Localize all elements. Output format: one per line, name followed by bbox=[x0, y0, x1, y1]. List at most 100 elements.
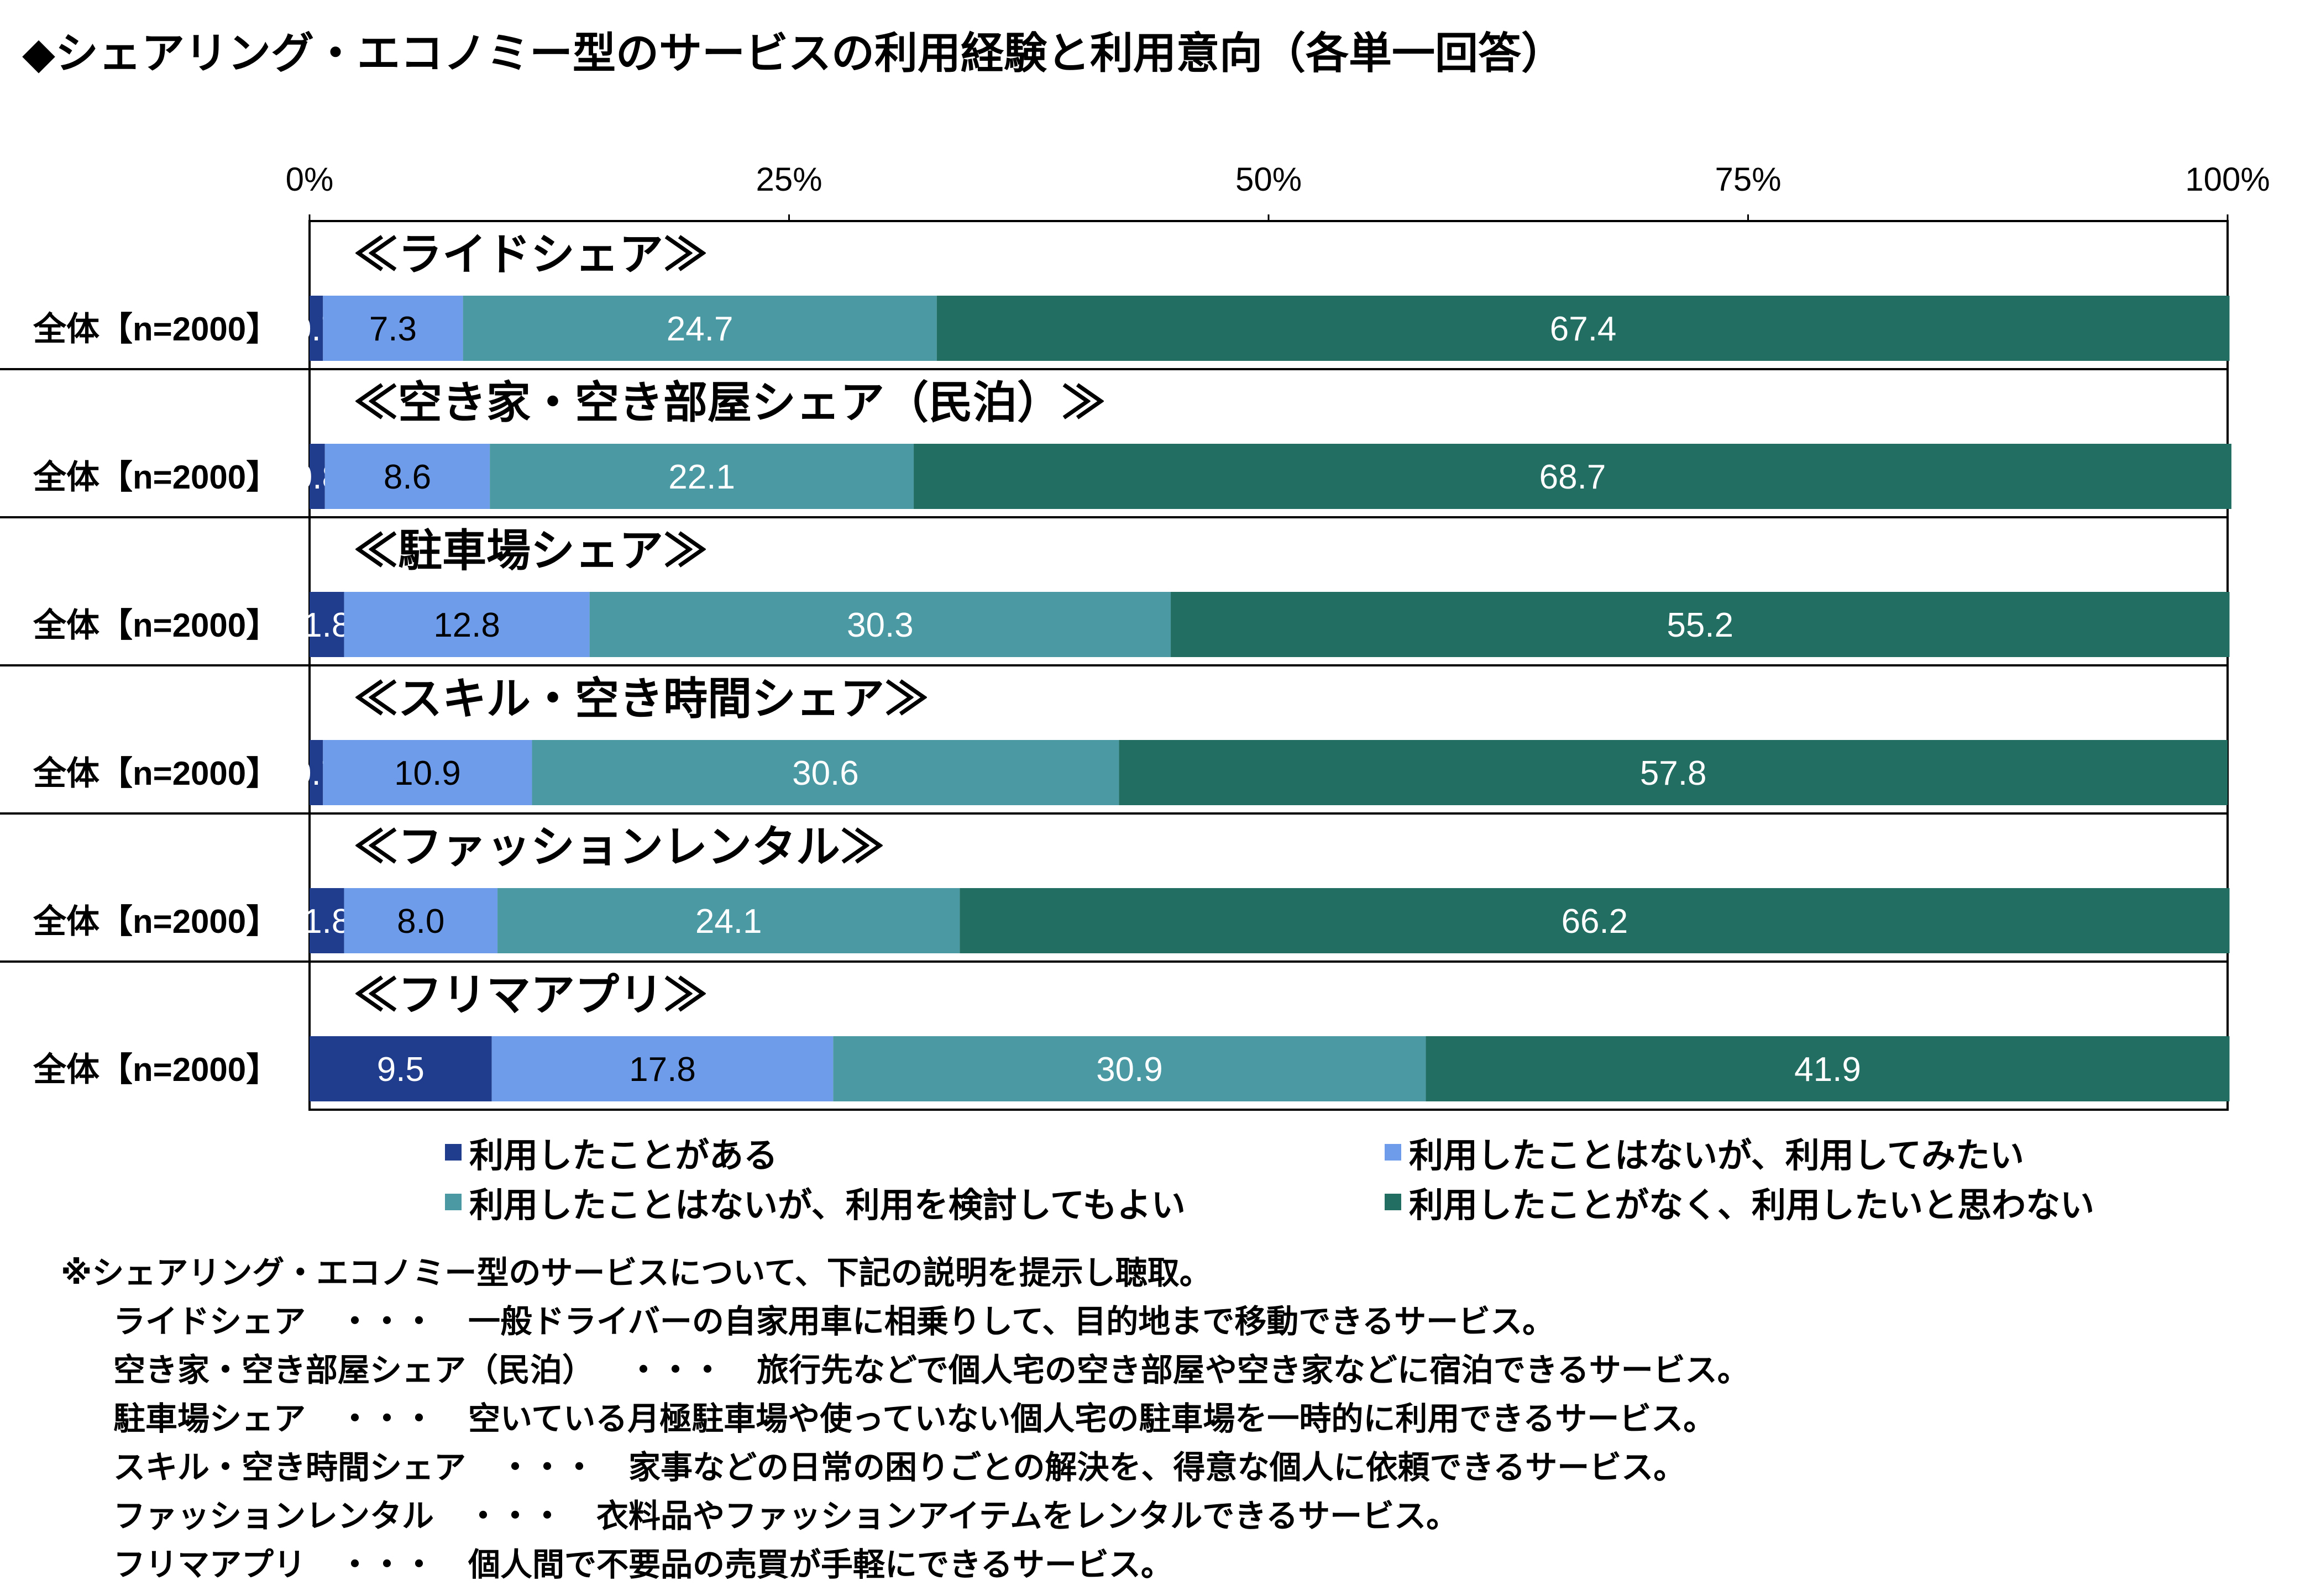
note-description: 個人間で不要品の売買が手軽にできるサービス。 bbox=[468, 1547, 1173, 1583]
note-description: 一般ドライバーの自家用車に相乗りして、目的地まで移動できるサービス。 bbox=[468, 1304, 1555, 1340]
bar-segment bbox=[323, 296, 463, 361]
stacked-bar-chart: 0% 25% 50% 75% 100%≪ライドシェア≫全体【n=2000】 0.7 7.3 2… bbox=[0, 161, 2270, 1111]
note-service-name: フリマアプリ bbox=[113, 1547, 306, 1583]
data-label: 7.3 bbox=[369, 310, 417, 348]
notes: ※シェアリング・エコノミー型のサービスについて、下記の説明を提示し聴取。 ライド… bbox=[61, 1249, 1749, 1589]
bar-segment bbox=[1426, 1036, 2230, 1101]
data-label: 68.7 bbox=[1539, 458, 1606, 496]
bar-segment bbox=[833, 1036, 1426, 1101]
bar-segment bbox=[532, 740, 1119, 805]
chart-title: ◆シェアリング・エコノミー型のサービスの利用経験と利用意向（各単一回答） bbox=[22, 29, 1564, 77]
bar-segment bbox=[323, 740, 532, 805]
note-line: 空き家・空き部屋シェア（民泊） ・・・ 旅行先などで個人宅の空き部屋や空き家などに宿… bbox=[61, 1346, 1749, 1395]
data-label: 1.8 bbox=[303, 902, 350, 941]
x-tick-label: 50% bbox=[1235, 161, 1302, 198]
data-label: 8.6 bbox=[384, 458, 431, 496]
note-description: 衣料品やファッションアイテムをレンタルできるサービス。 bbox=[596, 1498, 1459, 1534]
legend-item: 利用したことがなく、利用したいと思わない bbox=[1385, 1177, 2094, 1227]
data-label: 67.4 bbox=[1550, 310, 1617, 348]
data-label: 1.8 bbox=[303, 606, 350, 644]
data-label: 9.5 bbox=[377, 1051, 425, 1089]
note-line: ファッションレンタル ・・・ 衣料品やファッションアイテムをレンタルできるサービス。 bbox=[61, 1492, 1749, 1541]
row-label: 全体【n=2000】 bbox=[33, 903, 279, 940]
note-separator: ・・・ bbox=[627, 1352, 724, 1388]
bar-segment bbox=[324, 444, 490, 509]
data-label: 30.6 bbox=[792, 754, 859, 792]
note-separator: ・・・ bbox=[499, 1450, 596, 1485]
note-service-name: ファッションレンタル bbox=[113, 1498, 434, 1534]
data-label: 24.1 bbox=[695, 902, 762, 941]
note-separator: ・・・ bbox=[467, 1498, 564, 1534]
data-label: 30.3 bbox=[847, 606, 914, 644]
bar-segment bbox=[310, 740, 323, 805]
x-tick-label: 75% bbox=[1715, 161, 1781, 198]
note-line: ライドシェア ・・・ 一般ドライバーの自家用車に相乗りして、目的地まで移動できるサー… bbox=[61, 1298, 1749, 1346]
bar-segment bbox=[491, 1036, 834, 1101]
note-line: スキル・空き時間シェア ・・・ 家事などの日常の困りごとの解決を、得意な個人に依頼で… bbox=[61, 1443, 1749, 1492]
group-heading: ≪駐車場シェア≫ bbox=[354, 526, 708, 575]
note-service-name: スキル・空き時間シェア bbox=[113, 1450, 467, 1485]
legend-swatch bbox=[445, 1144, 462, 1161]
note-separator: ・・・ bbox=[339, 1304, 436, 1340]
row-label: 全体【n=2000】 bbox=[33, 1051, 279, 1088]
group-heading: ≪ファッションレンタル≫ bbox=[354, 822, 884, 872]
x-tick-label: 100% bbox=[2185, 161, 2270, 198]
legend-item: 利用したことはないが、利用してみたい bbox=[1385, 1127, 2024, 1177]
bar-segment bbox=[497, 888, 960, 953]
bar-segment bbox=[310, 1036, 492, 1101]
bar-segment bbox=[589, 592, 1171, 657]
data-label: 10.9 bbox=[394, 754, 461, 792]
bar-segment bbox=[936, 296, 2230, 361]
note-service-name: ライドシェア bbox=[113, 1304, 306, 1340]
note-description: 旅行先などで個人宅の空き部屋や空き家などに宿泊できるサービス。 bbox=[757, 1352, 1749, 1388]
data-label: 66.2 bbox=[1562, 902, 1628, 941]
notes-heading: ※シェアリング・エコノミー型のサービスについて、下記の説明を提示し聴取。 bbox=[61, 1255, 1212, 1291]
data-label: 8.0 bbox=[397, 902, 444, 941]
row-label: 全体【n=2000】 bbox=[33, 459, 279, 496]
legend-label: 利用したことがある bbox=[469, 1137, 778, 1175]
bar-segment bbox=[960, 888, 2230, 953]
bar-segment bbox=[1171, 592, 2230, 657]
legend-swatch bbox=[445, 1194, 462, 1210]
note-separator: ・・・ bbox=[339, 1401, 436, 1437]
x-tick-label: 25% bbox=[756, 161, 822, 198]
legend-label: 利用したことはないが、利用してみたい bbox=[1409, 1137, 2024, 1175]
note-line: フリマアプリ ・・・ 個人間で不要品の売買が手軽にできるサービス。 bbox=[61, 1541, 1749, 1589]
data-label: 57.8 bbox=[1640, 754, 1707, 792]
data-label: 24.7 bbox=[667, 310, 734, 348]
legend-label: 利用したことがなく、利用したいと思わない bbox=[1409, 1186, 2095, 1225]
legend-swatch bbox=[1385, 1144, 1401, 1161]
row-label: 全体【n=2000】 bbox=[33, 311, 279, 348]
bar-segment bbox=[344, 592, 590, 657]
note-separator: ・・・ bbox=[339, 1547, 436, 1583]
data-label: 17.8 bbox=[629, 1051, 696, 1089]
note-description: 空いている月極駐車場や使っていない個人宅の駐車場を一時的に利用できるサービス。 bbox=[468, 1401, 1716, 1437]
bar-segment bbox=[310, 444, 325, 509]
legend-item: 利用したことはないが、利用を検討してもよい bbox=[445, 1177, 1186, 1227]
group-heading: ≪空き家・空き部屋シェア（民泊）≫ bbox=[354, 378, 1106, 427]
group-heading: ≪スキル・空き時間シェア≫ bbox=[354, 674, 929, 723]
note-description: 家事などの日常の困りごとの解決を、得意な個人に依頼できるサービス。 bbox=[628, 1450, 1686, 1485]
bar-segment bbox=[463, 296, 937, 361]
legend-swatch bbox=[1385, 1194, 1401, 1210]
row-label: 全体【n=2000】 bbox=[33, 607, 279, 644]
bar-segment bbox=[914, 444, 2231, 509]
bar-segment bbox=[344, 888, 498, 953]
bar-segment bbox=[1119, 740, 2228, 805]
data-label: 30.9 bbox=[1096, 1051, 1163, 1089]
data-label: 12.8 bbox=[433, 606, 500, 644]
x-tick-label: 0% bbox=[286, 161, 334, 198]
data-label: 55.2 bbox=[1667, 606, 1733, 644]
bar-segment bbox=[310, 592, 344, 657]
legend-item: 利用したことがある bbox=[445, 1127, 778, 1177]
note-service-name: 空き家・空き部屋シェア（民泊） bbox=[113, 1352, 595, 1388]
note-service-name: 駐車場シェア bbox=[113, 1401, 306, 1437]
data-label: 41.9 bbox=[1794, 1051, 1861, 1089]
bar-segment bbox=[490, 444, 914, 509]
legend-label: 利用したことはないが、利用を検討してもよい bbox=[469, 1186, 1186, 1225]
bar-segment bbox=[310, 296, 323, 361]
note-line: 駐車場シェア ・・・ 空いている月極駐車場や使っていない個人宅の駐車場を一時的に利用… bbox=[61, 1395, 1749, 1443]
bar-segment bbox=[310, 888, 344, 953]
row-label: 全体【n=2000】 bbox=[33, 755, 279, 792]
data-label: 22.1 bbox=[668, 458, 735, 496]
